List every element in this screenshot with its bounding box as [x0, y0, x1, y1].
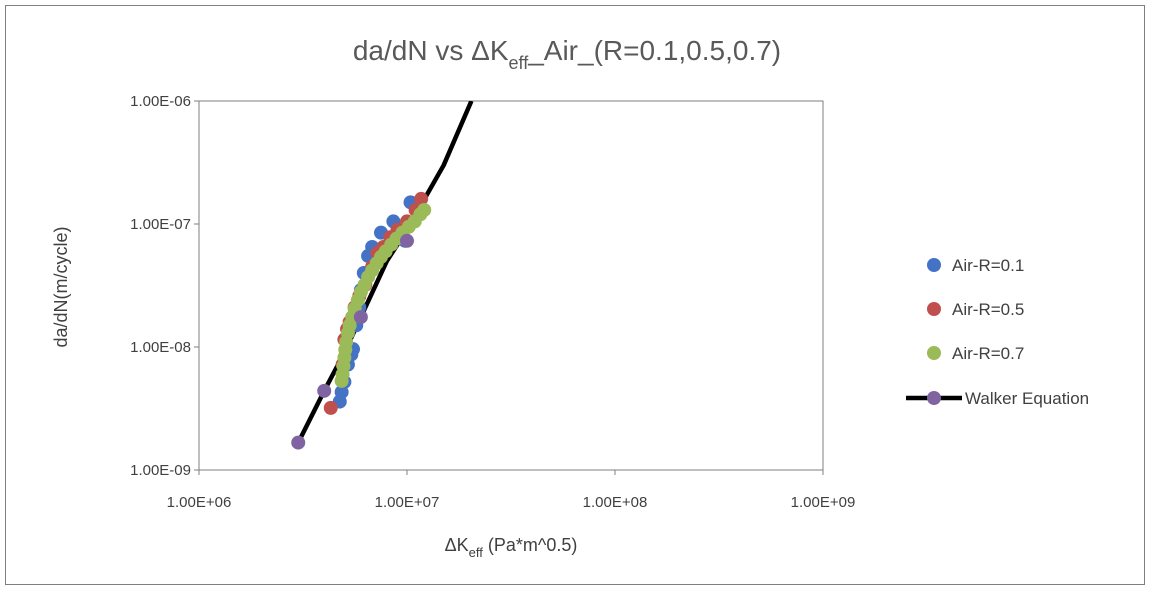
point-air-r-0-7: [417, 202, 432, 217]
y-axis-title: da/dN(m/cycle): [51, 226, 71, 347]
legend-item-air-r-0-5: Air-R=0.5: [927, 300, 1024, 319]
walker-equation-marker: [400, 233, 414, 248]
y-tick-label: 1.00E-08: [130, 339, 191, 356]
y-tick-label: 1.00E-07: [130, 216, 191, 233]
legend-label: Air-R=0.1: [952, 256, 1024, 275]
walker-equation-marker: [317, 383, 332, 398]
legend-marker-swatch: [927, 391, 941, 405]
legend-label: Air-R=0.7: [952, 344, 1024, 363]
walker-marker-layer: [291, 233, 414, 450]
legend-item-walker-equation: Walker Equation: [906, 389, 1089, 408]
y-axis-ticks: 1.00E-09 1.00E-08 1.00E-07 1.00E-06: [130, 93, 199, 479]
legend-label: Walker Equation: [965, 389, 1089, 408]
walker-equation-marker: [291, 435, 306, 450]
point-air-r-0-5: [323, 400, 338, 415]
x-tick-label: 1.00E+08: [583, 494, 648, 511]
legend-marker-swatch: [927, 346, 941, 360]
x-tick-label: 1.00E+09: [791, 494, 856, 511]
chart-title: da/dN vs ΔKeff_Air_(R=0.1,0.5,0.7): [353, 35, 781, 73]
legend: Air-R=0.1 Air-R=0.5 Air-R=0.7 Walker Equati…: [906, 256, 1089, 408]
legend-item-air-r-0-1: Air-R=0.1: [927, 256, 1024, 275]
legend-marker-swatch: [927, 302, 941, 316]
x-tick-label: 1.00E+07: [375, 494, 440, 511]
x-tick-label: 1.00E+06: [167, 494, 232, 511]
legend-item-air-r-0-7: Air-R=0.7: [927, 344, 1024, 363]
walker-equation-marker: [353, 310, 368, 325]
x-axis-ticks: 1.00E+06 1.00E+07 1.00E+08 1.00E+09: [167, 470, 856, 511]
point-air-r-0-5: [414, 191, 429, 206]
x-axis-title: ΔKeff (Pa*m^0.5): [445, 535, 578, 560]
plot-area: [198, 100, 824, 471]
y-tick-label: 1.00E-09: [130, 462, 191, 479]
legend-label: Air-R=0.5: [952, 300, 1024, 319]
legend-marker-swatch: [927, 258, 941, 272]
y-tick-label: 1.00E-06: [130, 93, 191, 110]
walker-equation-line: [296, 101, 474, 444]
